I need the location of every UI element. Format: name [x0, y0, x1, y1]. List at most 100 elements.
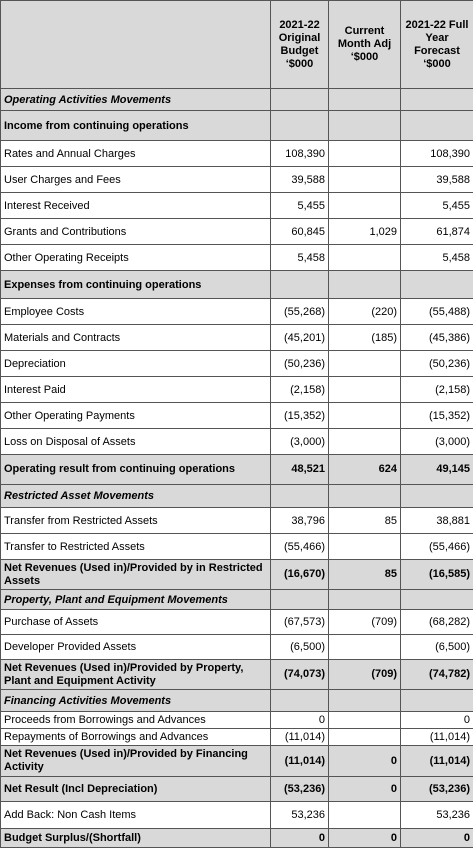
row-label: Net Result (Incl Depreciation) [1, 777, 271, 802]
value-cell [401, 690, 473, 712]
value-cell: 0 [271, 712, 329, 729]
row-label: Budget Surplus/(Shortfall) [1, 829, 271, 848]
row-label: Proceeds from Borrowings and Advances [1, 712, 271, 729]
value-cell: 5,458 [401, 245, 473, 271]
value-cell [329, 89, 401, 111]
row-label: Operating result from continuing operati… [1, 455, 271, 485]
value-cell: 49,145 [401, 455, 473, 485]
row-label: Add Back: Non Cash Items [1, 802, 271, 829]
value-cell [401, 111, 473, 141]
value-cell [329, 690, 401, 712]
value-cell [271, 111, 329, 141]
row-label: Repayments of Borrowings and Advances [1, 729, 271, 746]
row-label: User Charges and Fees [1, 167, 271, 193]
table-row: Repayments of Borrowings and Advances (11… [1, 729, 473, 746]
value-cell: (67,573) [271, 610, 329, 635]
row-label: Transfer to Restricted Assets [1, 534, 271, 560]
row-label: Other Operating Receipts [1, 245, 271, 271]
table-row: Transfer to Restricted Assets(55,466)(55… [1, 534, 473, 560]
value-cell: 0 [329, 829, 401, 848]
value-cell [271, 89, 329, 111]
value-cell: 39,588 [271, 167, 329, 193]
value-cell: (53,236) [401, 777, 473, 802]
value-cell: (6,500) [271, 635, 329, 660]
value-cell: 624 [329, 455, 401, 485]
value-cell: (55,268) [271, 299, 329, 325]
value-cell [329, 351, 401, 377]
header-row: 2021-22 Original Budget ‘$000 Current Mo… [1, 1, 473, 89]
value-cell [329, 141, 401, 167]
value-cell [329, 193, 401, 219]
value-cell: (11,014) [271, 746, 329, 777]
value-cell [329, 377, 401, 403]
row-label: Transfer from Restricted Assets [1, 508, 271, 534]
row-label: Restricted Asset Movements [1, 485, 271, 508]
value-cell: 108,390 [271, 141, 329, 167]
table-row: Net Revenues (Used in)/Provided by Prope… [1, 660, 473, 690]
table-row: Net Revenues (Used in)/Provided by in Re… [1, 560, 473, 590]
value-cell: 38,796 [271, 508, 329, 534]
table-row: Financing Activities Movements [1, 690, 473, 712]
table-row: Expenses from continuing operations [1, 271, 473, 299]
value-cell [329, 245, 401, 271]
value-cell [271, 690, 329, 712]
value-cell: (16,670) [271, 560, 329, 590]
table-row: Depreciation(50,236)(50,236) [1, 351, 473, 377]
row-label: Net Revenues (Used in)/Provided by in Re… [1, 560, 271, 590]
row-label: Income from continuing operations [1, 111, 271, 141]
value-cell [329, 167, 401, 193]
value-cell [329, 729, 401, 746]
value-cell: (11,014) [401, 729, 473, 746]
header-cell: Current Month Adj ‘$000 [329, 1, 401, 89]
value-cell: 60,845 [271, 219, 329, 245]
value-cell: 85 [329, 508, 401, 534]
value-cell: (2,158) [401, 377, 473, 403]
header-cell: 2021-22 Original Budget ‘$000 [271, 1, 329, 89]
row-label: Employee Costs [1, 299, 271, 325]
value-cell: (74,073) [271, 660, 329, 690]
row-label: Net Revenues (Used in)/Provided by Prope… [1, 660, 271, 690]
value-cell: (45,201) [271, 325, 329, 351]
value-cell: (709) [329, 610, 401, 635]
value-cell [329, 712, 401, 729]
value-cell: (50,236) [271, 351, 329, 377]
table-row: Net Revenues (Used in)/Provided by Finan… [1, 746, 473, 777]
value-cell: (220) [329, 299, 401, 325]
value-cell [329, 429, 401, 455]
row-label: Operating Activities Movements [1, 89, 271, 111]
table-row: Interest Paid(2,158)(2,158) [1, 377, 473, 403]
table-row: Restricted Asset Movements [1, 485, 473, 508]
value-cell: (6,500) [401, 635, 473, 660]
value-cell: 0 [401, 712, 473, 729]
value-cell: (185) [329, 325, 401, 351]
row-label: Net Revenues (Used in)/Provided by Finan… [1, 746, 271, 777]
value-cell: (74,782) [401, 660, 473, 690]
value-cell: (3,000) [271, 429, 329, 455]
value-cell: (2,158) [271, 377, 329, 403]
row-label: Property, Plant and Equipment Movements [1, 590, 271, 610]
value-cell [329, 403, 401, 429]
value-cell: (16,585) [401, 560, 473, 590]
row-label: Grants and Contributions [1, 219, 271, 245]
row-label: Expenses from continuing operations [1, 271, 271, 299]
value-cell: 38,881 [401, 508, 473, 534]
table-row: Purchase of Assets(67,573)(709)(68,282) [1, 610, 473, 635]
value-cell: (15,352) [271, 403, 329, 429]
table-row: Other Operating Payments(15,352)(15,352) [1, 403, 473, 429]
value-cell [401, 271, 473, 299]
row-label: Materials and Contracts [1, 325, 271, 351]
value-cell [271, 485, 329, 508]
header-cell: 2021-22 Full Year Forecast ‘$000 [401, 1, 473, 89]
value-cell: 5,458 [271, 245, 329, 271]
value-cell [401, 485, 473, 508]
row-label: Interest Paid [1, 377, 271, 403]
